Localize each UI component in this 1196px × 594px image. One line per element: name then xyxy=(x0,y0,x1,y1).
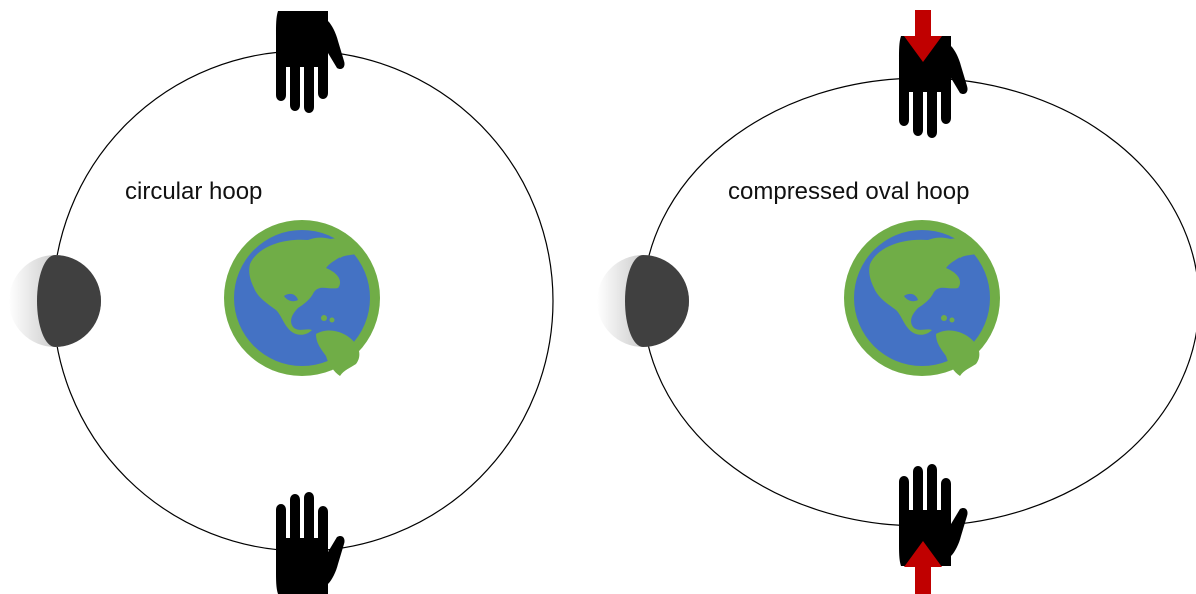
hand-icon xyxy=(899,36,968,138)
earth-icon xyxy=(844,220,1000,376)
moon-icon xyxy=(597,255,689,347)
hand-icon xyxy=(899,464,968,566)
panel-circular: circular hoop xyxy=(9,11,554,594)
panel-oval: compressed oval hoop xyxy=(597,10,1196,594)
circular-hoop-label: circular hoop xyxy=(125,178,262,205)
hand-icon xyxy=(276,492,345,594)
hand-icon xyxy=(276,11,345,113)
oval-hoop-label: compressed oval hoop xyxy=(728,178,969,205)
arrow-up-icon xyxy=(904,541,942,594)
arrow-down-icon xyxy=(904,10,942,62)
moon-icon xyxy=(9,255,101,347)
earth-icon xyxy=(224,220,380,376)
